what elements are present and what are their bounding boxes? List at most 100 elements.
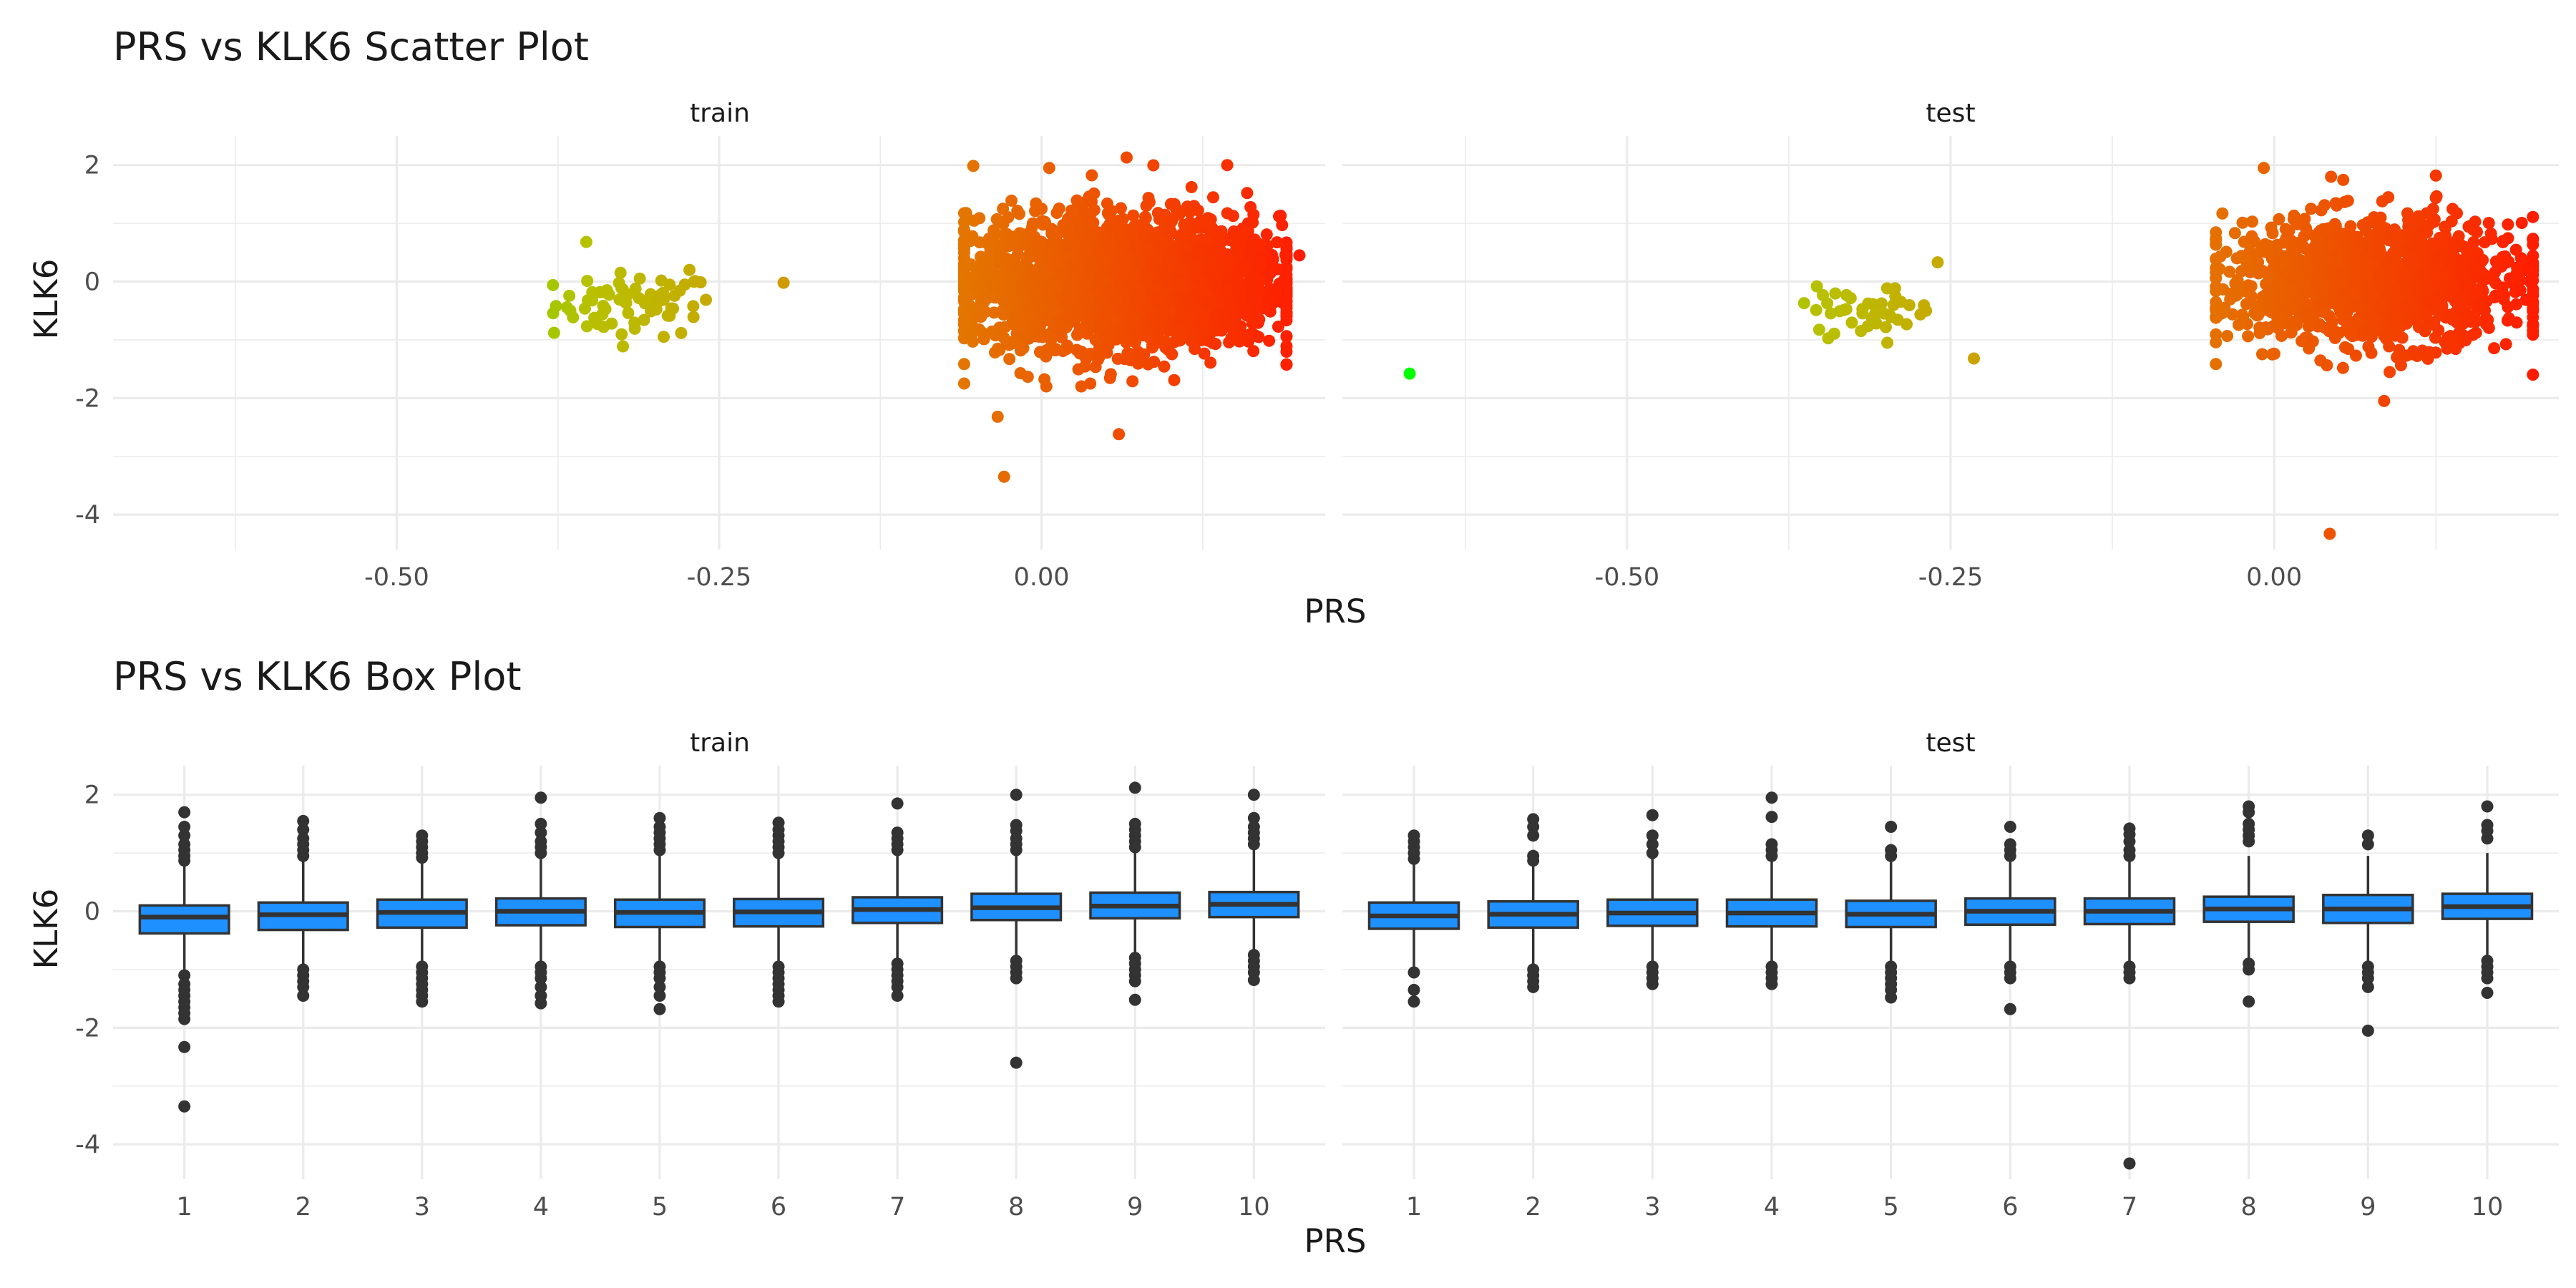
scatter-point [1262, 291, 1274, 304]
scatter-point [615, 328, 628, 341]
x-tick-label: 3 [414, 1193, 430, 1221]
scatter-point [591, 318, 604, 331]
scatter-point [983, 260, 996, 273]
scatter-point [1881, 336, 1894, 349]
scatter-point [1127, 209, 1140, 222]
scatter-point [1153, 318, 1166, 331]
scatter-point [2399, 270, 2412, 283]
scatter-point [1810, 303, 1823, 316]
scatter-point [967, 214, 980, 227]
scatter-point [1280, 262, 1293, 275]
scatter-point [1000, 252, 1013, 265]
scatter-point [2389, 255, 2401, 268]
scatter-point [1221, 159, 1234, 172]
scatter-point [972, 281, 985, 294]
scatter-point [1280, 346, 1293, 358]
scatter-point [2300, 222, 2313, 235]
scatter-point [1065, 291, 1078, 304]
scatter-point [1085, 195, 1098, 208]
box-3 [1606, 809, 1699, 990]
outlier-point [178, 829, 191, 842]
x-tick-label: 0.00 [2246, 563, 2302, 592]
scatter-point [1080, 348, 1093, 361]
scatter-point [1189, 268, 1202, 280]
scatter-point [975, 306, 987, 318]
scatter-point [1254, 274, 1267, 287]
scatter-point [1889, 290, 1902, 303]
scatter-point [1128, 311, 1141, 324]
scatter-point [2449, 343, 2462, 356]
scatter-point [2430, 190, 2443, 203]
outlier-point [2004, 1002, 2016, 1015]
outlier-point [891, 844, 904, 857]
scatter-point [1170, 203, 1183, 215]
outlier-point [2481, 986, 2494, 999]
scatter-point [2346, 326, 2358, 338]
scatter-point [1128, 336, 1141, 348]
scatter-point [2499, 338, 2512, 351]
scatter-point [1108, 261, 1121, 274]
x-tick-label: 10 [2472, 1193, 2504, 1221]
scatter-point [2298, 279, 2311, 292]
scatter-point [1140, 299, 1153, 312]
scatter-point [1083, 291, 1096, 304]
scatter-point [2259, 238, 2272, 250]
scatter-point [1231, 268, 1244, 281]
scatter-point [668, 289, 681, 302]
scatter-point [2326, 315, 2338, 328]
scatter-point [1173, 334, 1186, 347]
scatter-point [2320, 255, 2333, 268]
scatter-point [1797, 297, 1810, 310]
scatter-point [1224, 256, 1236, 269]
scatter-point [1085, 169, 1098, 182]
scatter-point [1041, 328, 1054, 341]
scatter-point [1211, 269, 1224, 282]
scatter-point [1118, 303, 1131, 316]
scatter-y-axis-label: KLK6 [27, 259, 65, 340]
scatter-point [977, 333, 990, 346]
scatter-point [1035, 235, 1048, 248]
x-tick-label: -0.50 [1595, 563, 1660, 592]
scatter-point [2401, 207, 2414, 220]
scatter-point [1267, 253, 1279, 265]
scatter-point [1225, 331, 1238, 344]
scatter-point [1875, 297, 1888, 310]
scatter-point [2322, 222, 2335, 235]
outlier-point [535, 826, 547, 839]
scatter-point [1140, 270, 1153, 283]
outlier-point [1407, 966, 1420, 979]
outlier-point [1247, 789, 1260, 801]
scatter-point [2482, 313, 2494, 326]
scatter-point [993, 242, 1006, 255]
scatter-point [2488, 342, 2501, 355]
x-tick-label: 8 [1008, 1193, 1024, 1221]
scatter-point [1059, 250, 1072, 263]
scatter-point [1231, 281, 1244, 294]
scatter-point [1062, 223, 1075, 236]
scatter-point [2346, 288, 2358, 301]
scatter-point [1105, 237, 1118, 250]
scatter-point [667, 302, 680, 315]
outlier-point [297, 814, 310, 827]
outlier-point [1128, 781, 1141, 794]
scatter-point [2230, 252, 2243, 265]
box-1 [1367, 829, 1460, 1008]
scatter-point [997, 308, 1010, 321]
outlier-point [2361, 838, 2374, 851]
scatter-point [1098, 275, 1111, 288]
scatter-point [622, 306, 635, 319]
x-tick-label: 10 [1238, 1193, 1270, 1221]
scatter-point [2520, 264, 2533, 277]
scatter-point [578, 302, 591, 315]
x-tick-label: 8 [2241, 1193, 2257, 1221]
scatter-point [1045, 279, 1058, 292]
box-3 [376, 829, 468, 1008]
x-tick-label: 4 [1764, 1193, 1780, 1221]
outlier-point [2243, 806, 2255, 819]
scatter-point [1050, 207, 1063, 220]
scatter-point [2285, 273, 2298, 286]
scatter-point [2308, 245, 2321, 258]
x-tick-label: 9 [2360, 1193, 2376, 1221]
scatter-point [1828, 327, 1840, 340]
outlier-point [178, 820, 191, 833]
